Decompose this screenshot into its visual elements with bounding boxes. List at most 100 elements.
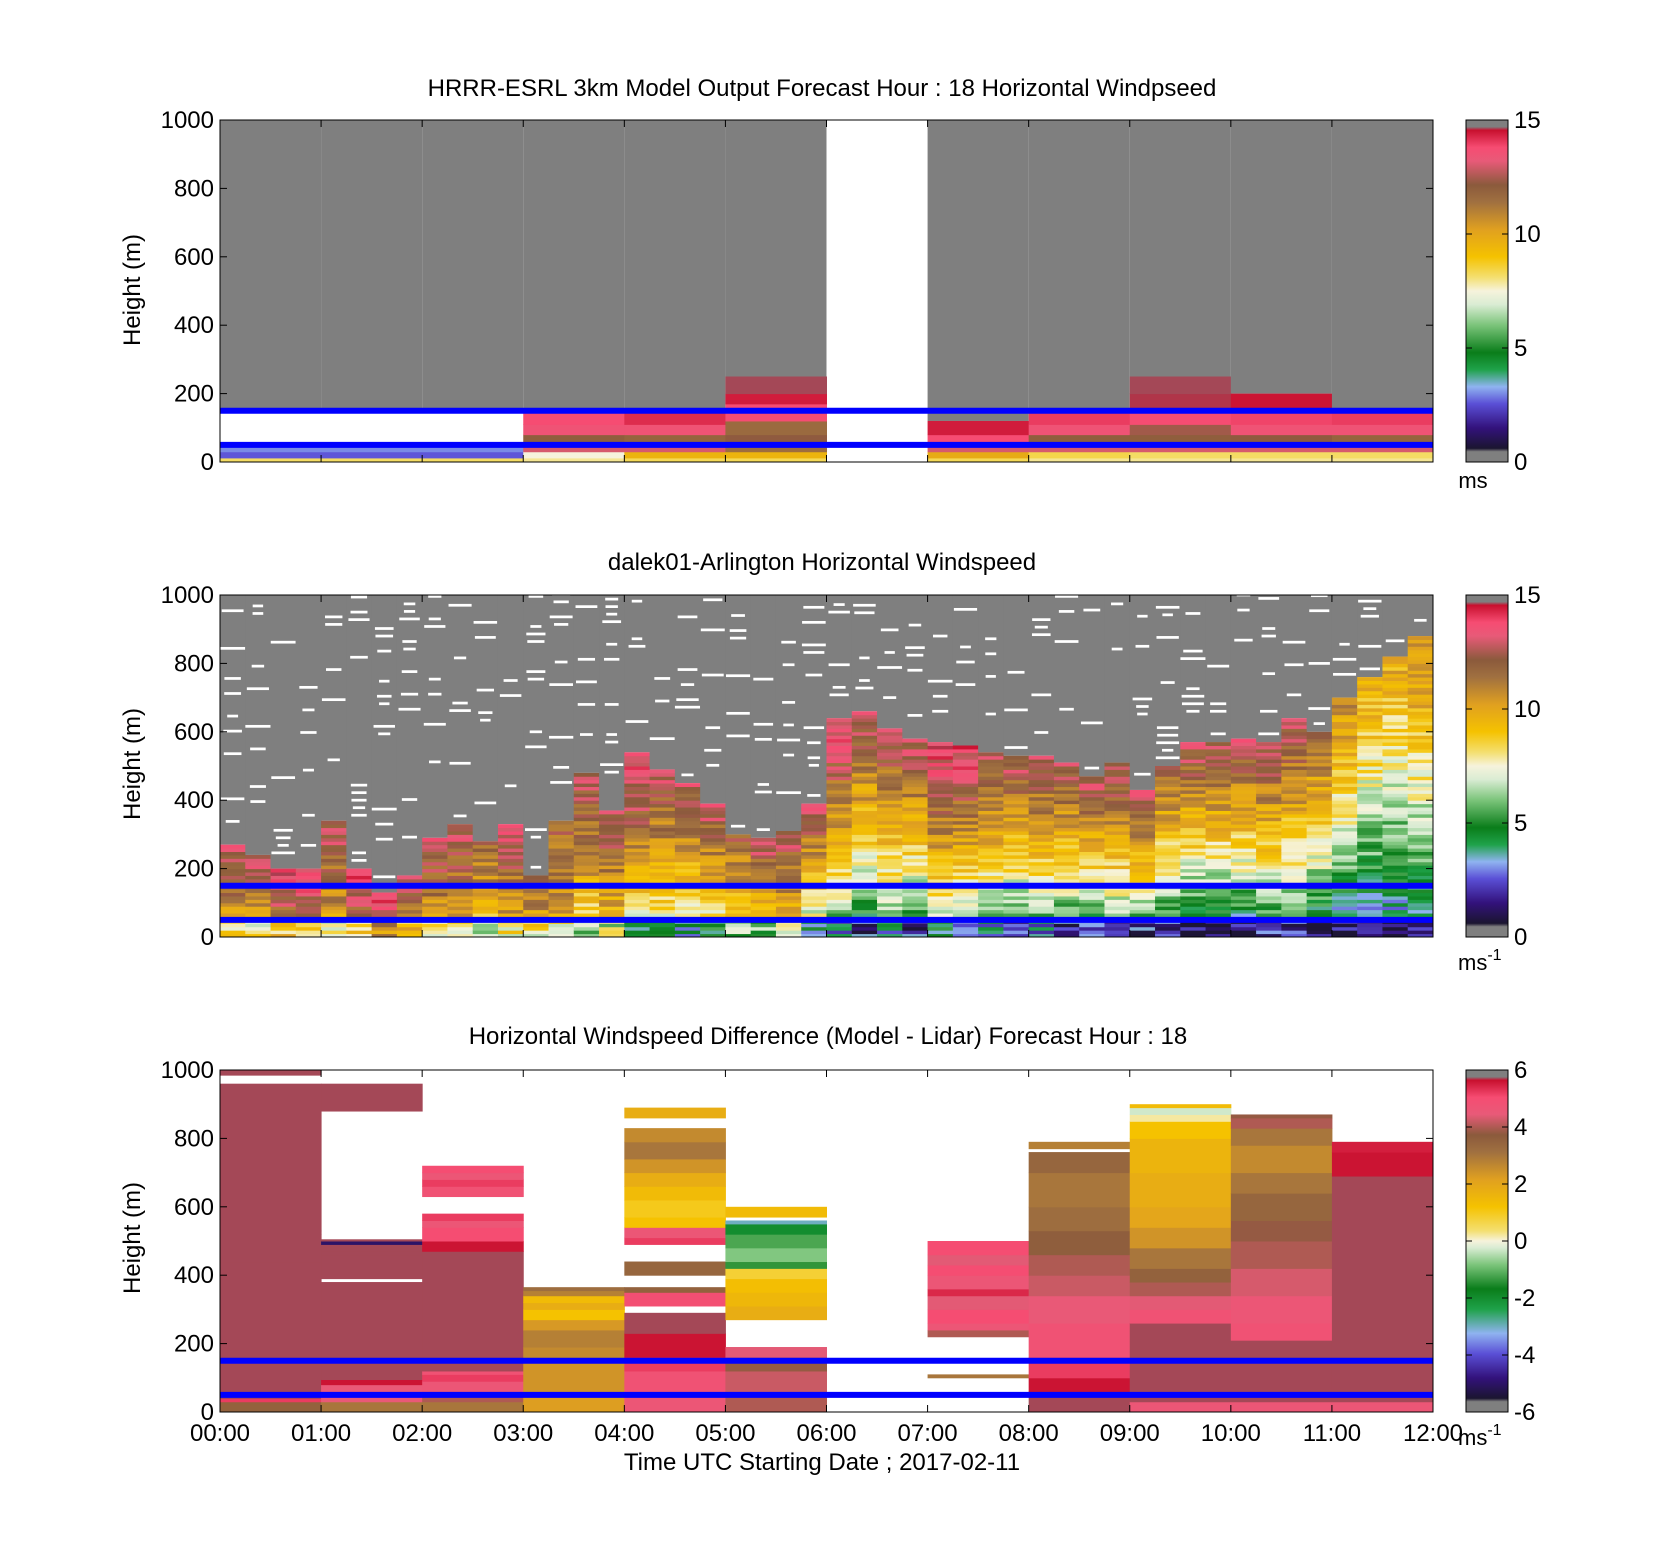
- heatmap-cell: [1407, 830, 1433, 835]
- heatmap-cell: [902, 772, 929, 777]
- heatmap-cell: [1053, 793, 1080, 798]
- heatmap-cell: [674, 813, 701, 818]
- heatmap-cell: [674, 930, 701, 935]
- heatmap-cell: [902, 789, 929, 794]
- heatmap-cell: [1129, 858, 1156, 863]
- heatmap-cell: [1331, 923, 1358, 928]
- heatmap-cell: [573, 899, 600, 904]
- heatmap-cell: [801, 892, 827, 897]
- heatmap-cell: [1129, 834, 1156, 839]
- heatmap-cell: [877, 803, 903, 808]
- heatmap-cell: [447, 861, 474, 866]
- missing-gate: [754, 737, 772, 741]
- missing-gate: [932, 709, 949, 713]
- heatmap-cell: [1382, 878, 1409, 883]
- missing-gate: [1007, 670, 1025, 674]
- missing-gate: [782, 663, 795, 667]
- heatmap-cell: [1357, 694, 1383, 699]
- missing-gate: [375, 837, 393, 841]
- heatmap-cell: [674, 899, 701, 904]
- heatmap-cell: [927, 858, 954, 863]
- missing-gate: [1358, 644, 1382, 648]
- heatmap-cell: [775, 899, 802, 904]
- missing-gate: [1059, 707, 1074, 711]
- heatmap-cell: [952, 755, 979, 760]
- missing-gate: [803, 605, 825, 609]
- heatmap-cell: [1028, 1275, 1131, 1297]
- heatmap-cell: [1079, 848, 1105, 852]
- heatmap-cell: [1281, 923, 1308, 928]
- heatmap-cell: [978, 923, 1004, 928]
- heatmap-cell: [599, 875, 625, 880]
- heatmap-cell: [851, 731, 878, 736]
- heatmap-cell: [422, 892, 448, 897]
- heatmap-cell: [700, 909, 726, 914]
- heatmap-cell: [422, 1165, 524, 1174]
- heatmap-cell: [978, 851, 1004, 856]
- heatmap-cell: [1256, 769, 1282, 774]
- heatmap-cell: [1256, 742, 1282, 746]
- panel-lidar-title: dalek01-Arlington Horizontal Windspeed: [608, 549, 1036, 576]
- heatmap-cell: [952, 786, 979, 791]
- heatmap-cell: [700, 913, 726, 917]
- heatmap-cell: [1053, 803, 1080, 808]
- missing-gate: [273, 828, 293, 832]
- heatmap-cell: [1129, 800, 1156, 805]
- heatmap-cell: [1407, 789, 1433, 794]
- heatmap-cell: [1331, 1401, 1433, 1412]
- heatmap-cell: [1281, 817, 1308, 822]
- heatmap-cell: [624, 796, 651, 801]
- heatmap-cell: [1357, 759, 1383, 764]
- heatmap-cell: [599, 913, 625, 917]
- heatmap-cell: [1306, 868, 1333, 873]
- heatmap-cell: [321, 1083, 423, 1112]
- heatmap-cell: [902, 837, 929, 842]
- heatmap-cell: [1256, 854, 1282, 859]
- missing-gate: [270, 640, 296, 644]
- missing-gate: [401, 670, 418, 673]
- missing-gate: [1262, 627, 1276, 630]
- heatmap-cell: [1053, 779, 1080, 784]
- y-tick-label: 800: [174, 1125, 214, 1152]
- heatmap-cell: [1382, 783, 1409, 788]
- heatmap-cell: [700, 837, 726, 842]
- heatmap-cell: [1407, 841, 1433, 846]
- heatmap-cell: [700, 861, 726, 866]
- heatmap-cell: [1028, 841, 1055, 846]
- missing-gate: [730, 824, 746, 828]
- heatmap-cell: [1205, 824, 1232, 829]
- missing-gate: [1262, 672, 1276, 676]
- heatmap-cell: [851, 872, 878, 876]
- missing-gate: [606, 642, 618, 646]
- heatmap-cell: [624, 789, 651, 794]
- heatmap-cell: [826, 789, 853, 794]
- y-tick-label: 1000: [161, 582, 214, 609]
- heatmap-cell: [952, 772, 979, 777]
- heatmap-cell: [245, 878, 272, 883]
- heatmap-cell: [1155, 899, 1181, 904]
- heatmap-cell: [1382, 728, 1409, 733]
- heatmap-cell: [1382, 913, 1409, 917]
- time-column: [1331, 595, 1358, 937]
- heatmap-cell: [877, 837, 903, 842]
- heatmap-cell: [978, 902, 1004, 907]
- heatmap-cell: [1003, 810, 1030, 815]
- heatmap-cell: [649, 913, 676, 917]
- heatmap-cell: [548, 841, 575, 846]
- heatmap-cell: [927, 841, 954, 846]
- heatmap-cell: [220, 844, 246, 849]
- missing-gate: [402, 835, 417, 839]
- heatmap-cell: [978, 766, 1004, 770]
- heatmap-cell: [649, 930, 676, 935]
- heatmap-cell: [1129, 913, 1156, 917]
- heatmap-cell: [1357, 793, 1383, 798]
- missing-gate: [777, 738, 801, 742]
- heatmap-cell: [1382, 892, 1409, 897]
- heatmap-cell: [1180, 769, 1207, 774]
- heatmap-cell: [952, 813, 979, 818]
- missing-gate: [1160, 681, 1175, 684]
- heatmap-cell: [1357, 872, 1383, 876]
- heatmap-cell: [877, 742, 903, 746]
- heatmap-cell: [1306, 769, 1333, 774]
- heatmap-cell: [801, 844, 827, 849]
